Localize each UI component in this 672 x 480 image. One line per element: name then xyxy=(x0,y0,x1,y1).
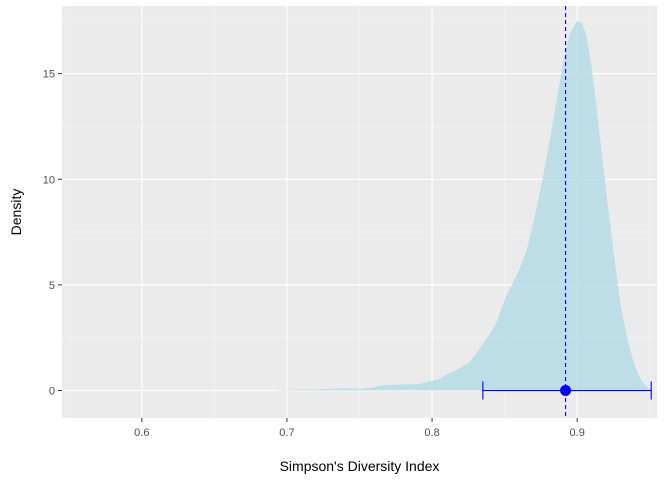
estimate-point xyxy=(560,385,572,397)
x-tick-label: 0.8 xyxy=(424,427,439,439)
x-tick-label: 0.6 xyxy=(134,427,149,439)
y-tick-label: 10 xyxy=(43,174,55,186)
y-tick-label: 5 xyxy=(49,280,55,292)
x-tick-label: 0.7 xyxy=(279,427,294,439)
density-area xyxy=(272,20,653,391)
x-axis-ticks: 0.6 0.7 0.8 0.9 xyxy=(134,418,585,439)
y-axis-ticks: 0 5 10 15 xyxy=(43,69,62,398)
y-tick-label: 0 xyxy=(49,386,55,398)
y-axis-title: Density xyxy=(8,189,24,236)
x-tick-label: 0.9 xyxy=(570,427,585,439)
y-tick-label: 15 xyxy=(43,69,55,81)
x-axis-title: Simpson's Diversity Index xyxy=(280,458,440,474)
